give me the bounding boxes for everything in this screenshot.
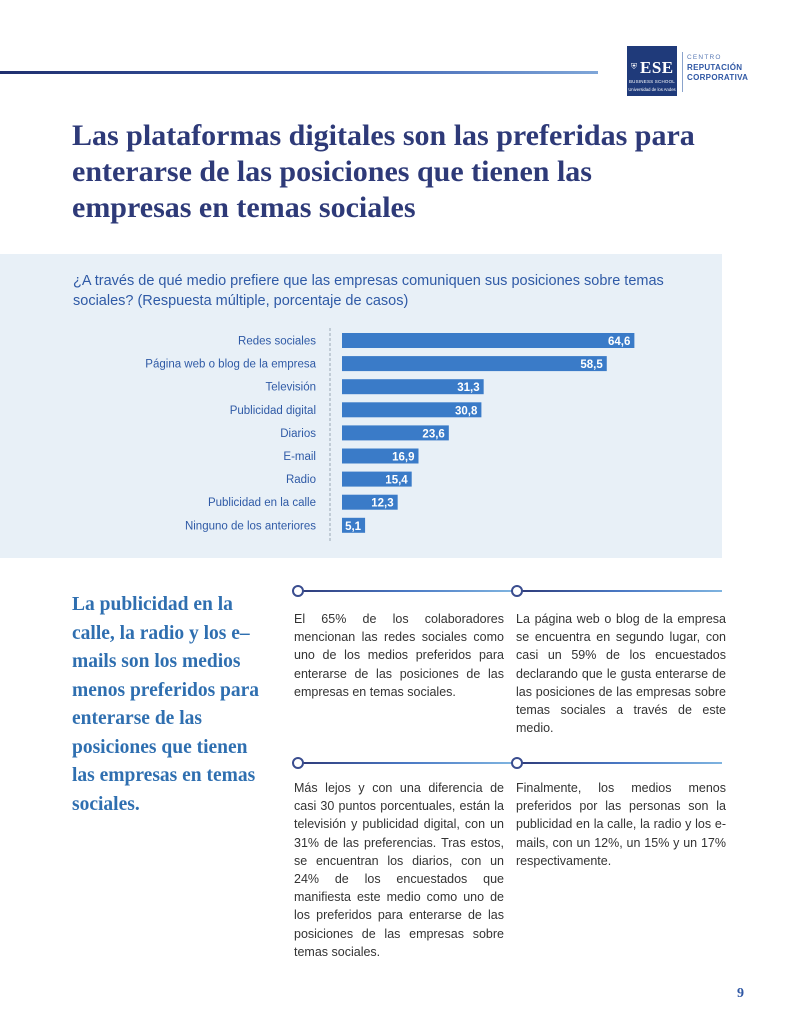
category-label: Diarios (280, 428, 316, 440)
bullet-dot-icon (292, 757, 304, 769)
data-label: 15,4 (385, 475, 408, 487)
bullet-dot-icon (292, 585, 304, 597)
bar (342, 356, 607, 372)
bar (342, 402, 482, 418)
paragraph-1: El 65% de los colaboradores mencionan la… (294, 612, 504, 699)
bar (342, 494, 398, 510)
data-label: 16,9 (392, 452, 414, 464)
category-label: Redes sociales (238, 336, 316, 348)
category-label: Página web o blog de la empresa (145, 359, 316, 371)
bar (342, 517, 366, 533)
logo-ese: ESE (640, 58, 674, 77)
bar (342, 471, 412, 487)
logo-business-school: BUSINESS SCHOOL (628, 79, 675, 84)
data-label: 12,3 (371, 498, 393, 510)
category-label: Televisión (266, 382, 317, 394)
bullet-dot-icon (511, 757, 523, 769)
divider-rule-3 (298, 762, 513, 764)
ese-logo: ⛨ ESE BUSINESS SCHOOL Universidad de los… (627, 46, 677, 96)
divider-rule-1 (298, 590, 513, 592)
centro-reputacion-logo: CENTRO REPUTACIÓN CORPORATIVA (687, 53, 748, 83)
logo-corporativa: CORPORATIVA (687, 73, 749, 82)
chart-question: ¿A través de qué medio prefiere que las … (73, 273, 664, 309)
category-label: E-mail (283, 451, 316, 463)
page-title: Las plataformas digitales son las prefer… (72, 119, 695, 224)
header-rule (0, 71, 598, 74)
data-label: 23,6 (422, 428, 444, 440)
bar (342, 448, 419, 464)
bar-chart: Redes sociales 64,6 Página web o blog de l… (145, 328, 635, 542)
paragraph-2: La página web o blog de la empresa se en… (516, 612, 726, 736)
category-label: Ninguno de los anteriores (185, 520, 316, 532)
logo-centro: CENTRO (687, 54, 722, 61)
bar (342, 425, 449, 441)
paragraph-3: Más lejos y con una diferencia de casi 3… (294, 781, 504, 959)
shield-icon: ⛨ (631, 62, 637, 71)
category-label: Publicidad digital (230, 405, 316, 417)
divider-rule-2 (517, 590, 722, 592)
divider-rule-4 (517, 762, 722, 764)
category-label: Radio (286, 474, 316, 486)
bullet-dot-icon (511, 585, 523, 597)
bar (342, 379, 484, 395)
data-label: 5,1 (345, 521, 362, 533)
logo-university: Universidad de los Andes (628, 87, 676, 92)
page-number: 9 (737, 986, 744, 1001)
data-label: 64,6 (608, 336, 630, 348)
data-label: 31,3 (457, 382, 479, 394)
logo-reputacion: REPUTACIÓN (687, 63, 743, 72)
data-label: 58,5 (580, 359, 603, 371)
category-label: Publicidad en la calle (208, 497, 316, 509)
paragraph-4: Finalmente, los medios menos preferidos … (516, 781, 726, 868)
data-label: 30,8 (455, 405, 478, 417)
callout-text: La publicidad en la calle, la radio y lo… (72, 594, 260, 815)
logo-divider (682, 52, 683, 92)
bar (342, 333, 635, 348)
